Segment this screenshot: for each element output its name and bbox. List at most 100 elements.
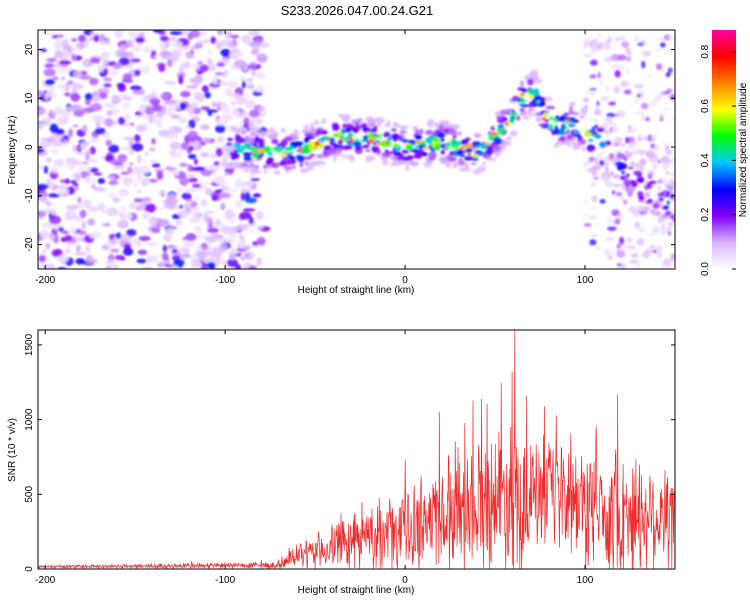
spectrogram-ridge-blob bbox=[304, 132, 314, 137]
spectrogram-noise-blob bbox=[145, 106, 155, 116]
spectrogram-noise-blob bbox=[258, 130, 268, 137]
spectrogram-noise-blob bbox=[120, 44, 127, 48]
spectrogram-noise-blob bbox=[583, 54, 592, 58]
spectrogram-ridge-blob bbox=[482, 162, 487, 165]
spectrogram-noise-blob bbox=[85, 175, 91, 185]
spectrogram-ridge-blob bbox=[663, 191, 667, 198]
spectrogram-ridge-blob bbox=[452, 161, 458, 169]
spectrogram-ridge-blob bbox=[233, 142, 242, 149]
spectrogram-noise-blob bbox=[57, 115, 63, 122]
spectrogram-noise-blob bbox=[657, 250, 662, 259]
spectrogram-noise-blob bbox=[63, 83, 70, 92]
spectrogram-peak-blob bbox=[348, 132, 354, 138]
spectrogram-noise-blob bbox=[589, 88, 597, 91]
spectrogram-ridge-blob bbox=[599, 159, 604, 163]
spectrogram-noise-blob bbox=[47, 193, 61, 198]
spectrogram-peak-blob bbox=[372, 137, 378, 141]
spectrogram-x-axis-title: Height of straight line (km) bbox=[298, 285, 415, 296]
spectrogram-noise-blob bbox=[188, 177, 198, 183]
spectrogram-noise-blob bbox=[105, 260, 114, 265]
spectrogram-peak-blob bbox=[484, 141, 489, 146]
spectrogram-ridge-blob bbox=[573, 130, 579, 134]
spectrogram-noise-blob bbox=[91, 184, 96, 190]
spectrogram-noise-blob bbox=[108, 180, 119, 186]
spectrogram-noise-blob bbox=[84, 93, 93, 100]
spectrogram-noise-blob bbox=[188, 112, 195, 119]
spectrogram-noise-blob bbox=[639, 40, 647, 44]
spectrogram-noise-blob bbox=[641, 251, 650, 259]
spectrogram-noise-blob bbox=[201, 137, 211, 143]
spectrogram-ridge-blob bbox=[353, 138, 360, 142]
spectrogram-noise-blob bbox=[56, 188, 69, 196]
spectrogram-ridge-blob bbox=[309, 153, 316, 157]
spectrogram-noise-blob bbox=[118, 211, 124, 220]
spectrogram-noise-blob bbox=[150, 227, 159, 233]
spectrogram-noise-blob bbox=[185, 174, 196, 178]
spectrogram-noise-blob bbox=[616, 191, 623, 197]
spectrogram-noise-blob bbox=[248, 109, 260, 118]
spectrogram-ridge-blob bbox=[263, 169, 268, 174]
spectrogram-noise-blob bbox=[191, 183, 201, 189]
spectrogram-noise-blob bbox=[114, 255, 125, 261]
spectrogram-ridge-blob bbox=[465, 147, 473, 153]
spectrogram-noise-blob bbox=[122, 73, 133, 82]
spectrogram-noise-blob bbox=[126, 166, 133, 175]
spectrogram-ridge-blob bbox=[668, 178, 675, 185]
spectrogram-noise-blob bbox=[240, 254, 246, 261]
spectrogram-ridge-blob bbox=[671, 195, 675, 201]
spectrogram-noise-blob bbox=[105, 265, 111, 269]
spectrogram-noise-blob bbox=[110, 107, 120, 116]
spectrogram-noise-blob bbox=[242, 93, 250, 99]
spectrogram-ridge-blob bbox=[315, 154, 325, 159]
spectrogram-ridge-blob bbox=[372, 149, 377, 153]
spectrogram-ridge-blob bbox=[616, 164, 624, 171]
spectrogram-noise-blob bbox=[645, 116, 650, 122]
spectrogram-noise-blob bbox=[134, 69, 141, 76]
spectrogram-ridge-blob bbox=[438, 156, 448, 163]
spectrogram-noise-blob bbox=[227, 80, 239, 89]
spectrogram-ridge-blob bbox=[661, 162, 669, 170]
spectrogram-noise-blob bbox=[97, 64, 105, 73]
snr-y-tick-label: 1000 bbox=[24, 408, 35, 431]
spectrogram-noise-blob bbox=[214, 124, 226, 134]
spectrogram-noise-blob bbox=[131, 44, 142, 53]
spectrogram-ridge-blob bbox=[672, 218, 675, 222]
spectrogram-noise-blob bbox=[144, 203, 157, 213]
spectrogram-noise-blob bbox=[167, 37, 178, 41]
spectrogram-ridge-blob bbox=[329, 140, 333, 145]
spectrogram-noise-blob bbox=[650, 138, 655, 143]
spectrogram-noise-blob bbox=[56, 253, 69, 263]
spectrogram-noise-blob bbox=[206, 227, 220, 233]
spectrogram-noise-blob bbox=[113, 165, 126, 170]
spectrogram-noise-blob bbox=[184, 188, 198, 194]
spectrogram-noise-blob bbox=[40, 117, 52, 127]
spectrogram-noise-blob bbox=[255, 210, 264, 221]
spectrogram-ridge-blob bbox=[636, 177, 645, 183]
spectrogram-noise-blob bbox=[49, 123, 59, 133]
spectrogram-ridge-blob bbox=[253, 136, 260, 143]
spectrogram-y-tick-label: -10 bbox=[24, 188, 35, 203]
spectrogram-noise-blob bbox=[211, 75, 219, 85]
spectrogram-noise-blob bbox=[112, 162, 124, 166]
spectrogram-noise-blob bbox=[197, 234, 209, 239]
spectrogram-noise-blob bbox=[227, 226, 239, 233]
spectrogram-noise-blob bbox=[70, 38, 78, 42]
spectrogram-noise-blob bbox=[57, 69, 66, 74]
spectrogram-noise-blob bbox=[258, 106, 267, 112]
spectrogram-ridge-blob bbox=[631, 181, 638, 188]
spectrogram-noise-blob bbox=[134, 198, 143, 203]
spectrogram-noise-blob bbox=[240, 192, 245, 202]
spectrogram-ridge-blob bbox=[588, 148, 593, 153]
spectrogram-peak-blob bbox=[276, 146, 284, 151]
spectrogram-ridge-blob bbox=[414, 129, 420, 135]
spectrogram-ridge-blob bbox=[509, 118, 515, 124]
spectrogram-noise-blob bbox=[103, 68, 109, 75]
spectrogram-noise-blob bbox=[101, 209, 114, 214]
spectrogram-ridge-blob bbox=[646, 198, 653, 203]
spectrogram-ridge-blob bbox=[521, 88, 528, 93]
spectrogram-noise-blob bbox=[640, 102, 649, 110]
spectrogram-peak-blob bbox=[467, 152, 471, 157]
spectrogram-noise-blob bbox=[663, 142, 671, 147]
spectrogram-peak-blob bbox=[450, 144, 457, 148]
spectrogram-noise-blob bbox=[79, 145, 87, 149]
